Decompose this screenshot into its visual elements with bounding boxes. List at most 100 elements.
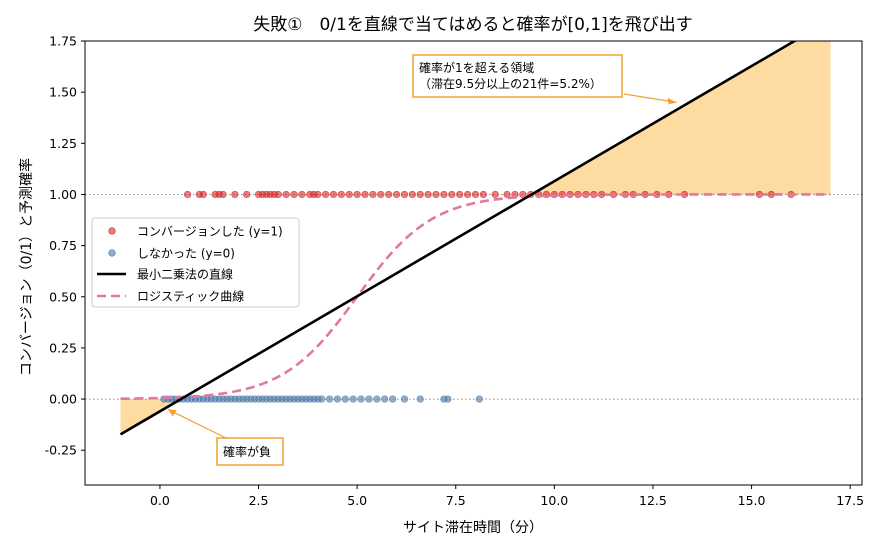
data-point	[475, 395, 484, 403]
annotation-text: 確率が1を超える領域	[419, 60, 534, 75]
data-point	[282, 190, 290, 199]
data-point	[641, 190, 649, 199]
data-point	[329, 190, 338, 199]
x-tick-label: 12.5	[639, 493, 667, 508]
data-point	[361, 190, 369, 199]
x-tick-label: 15.0	[738, 493, 766, 508]
data-point	[491, 190, 499, 199]
logistic-curve	[120, 193, 831, 400]
data-point	[416, 395, 424, 403]
chart-title-group: 失敗① 0/1を直線で当てはめると確率が[0,1]を飛び出す	[253, 15, 693, 35]
scatter-series-converted	[183, 190, 795, 199]
y-tick-label: 0.25	[49, 340, 77, 355]
x-tick-label: 17.5	[836, 493, 864, 508]
data-point	[219, 190, 227, 199]
legend-item: 最小二乗法の直線	[97, 267, 233, 282]
data-point	[408, 190, 416, 199]
data-point	[333, 395, 342, 403]
y-tick-label: 1.25	[49, 136, 77, 151]
data-point	[503, 190, 511, 199]
data-point	[448, 190, 456, 199]
data-point	[377, 190, 385, 199]
data-point	[400, 395, 409, 403]
arrow-head	[167, 409, 177, 417]
data-point	[321, 190, 330, 199]
data-point	[389, 395, 397, 403]
plot-inner	[85, 41, 862, 436]
arrow-head	[667, 97, 677, 105]
legend-item: コンバージョンした (y=1)	[108, 225, 283, 239]
legend-label: しなかった (y=0)	[137, 247, 235, 261]
data-point	[369, 190, 377, 199]
legend: コンバージョンした (y=1) しなかった (y=0) 最小二乗法の直線ロジスティッ…	[91, 217, 300, 308]
data-point	[424, 190, 432, 199]
data-point	[365, 395, 373, 403]
x-tick-label: 2.5	[249, 493, 269, 508]
y-tick-label: -0.25	[45, 443, 77, 458]
data-point	[325, 395, 334, 403]
data-point	[392, 190, 401, 199]
y-axis-label: コンバージョン（0/1）と予測確率	[18, 158, 35, 376]
legend-item: ロジスティック曲線	[97, 289, 244, 304]
legend-label: コンバージョンした (y=1)	[137, 225, 283, 239]
annotation-text: （滞在9.5分以上の21件=5.2%）	[419, 77, 602, 91]
legend-item: しなかった (y=0)	[108, 247, 235, 261]
data-point	[479, 190, 487, 199]
y-tick-label: 1.50	[49, 85, 77, 100]
data-point	[385, 190, 393, 199]
data-point	[341, 395, 349, 403]
data-point	[463, 190, 472, 199]
y-tick-label: 0.00	[49, 392, 77, 407]
annotation-box-above-1	[412, 54, 623, 98]
annotation-box-negative	[216, 437, 284, 466]
data-point	[298, 190, 306, 199]
data-point	[440, 190, 448, 199]
y-tick-label: 1.00	[49, 187, 77, 202]
data-point	[400, 190, 409, 199]
data-point	[471, 190, 480, 199]
data-point	[456, 190, 464, 199]
plot-frame	[84, 40, 863, 486]
data-point	[183, 190, 192, 199]
data-point	[199, 190, 207, 199]
annotation-arrow	[623, 93, 677, 103]
axes: 0.0 2.5 5.0 7.5 10.0 12.5 15.0 17.5 -0.25 0.00 0.2…	[45, 34, 864, 509]
data-point	[345, 190, 353, 199]
x-axis-label: サイト滞在時間（分）	[403, 520, 543, 536]
shaded-region-above-1	[531, 41, 831, 195]
y-tick-label: 0.75	[49, 238, 77, 253]
data-point	[290, 190, 298, 199]
legend-box	[91, 217, 300, 308]
data-point	[444, 395, 452, 403]
legend-label: 最小二乗法の直線	[137, 267, 233, 282]
legend-marker	[108, 227, 116, 235]
ols-line	[119, 41, 798, 436]
plot-area	[85, 41, 862, 436]
y-tick-label: 0.50	[49, 289, 77, 304]
data-point	[349, 395, 357, 403]
data-point	[373, 395, 381, 403]
annotation-arrow	[167, 408, 227, 439]
annotation-text: 確率が負	[223, 444, 271, 459]
data-point	[432, 190, 440, 199]
legend-label: ロジスティック曲線	[137, 289, 244, 304]
data-point	[274, 190, 282, 199]
data-point	[381, 395, 389, 403]
data-point	[314, 190, 322, 199]
chart-title: 失敗① 0/1を直線で当てはめると確率が[0,1]を飛び出す	[253, 15, 693, 35]
data-point	[353, 190, 361, 199]
x-tick-label: 7.5	[446, 493, 466, 508]
data-point	[767, 190, 775, 199]
data-point	[243, 190, 251, 199]
data-point	[231, 190, 239, 199]
scatter-series-not-converted	[160, 395, 484, 403]
data-point	[337, 190, 345, 199]
data-point	[357, 395, 365, 403]
legend-marker	[108, 249, 116, 257]
annotations: 確率が1を超える領域 （滞在9.5分以上の21件=5.2%） 確率が負	[167, 54, 677, 466]
data-point	[416, 190, 424, 199]
y-tick-label: 1.75	[49, 34, 77, 49]
x-tick-label: 0.0	[150, 493, 170, 508]
x-tick-label: 5.0	[347, 493, 367, 508]
